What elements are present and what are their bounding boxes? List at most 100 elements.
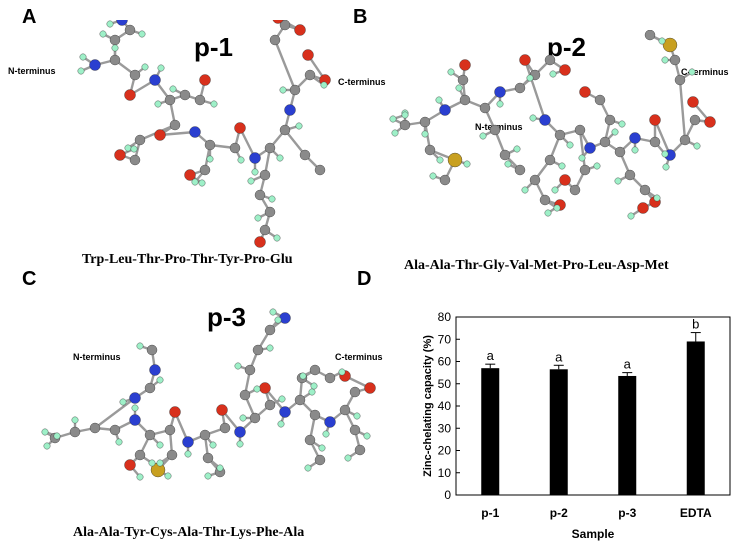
atom-o <box>559 64 571 76</box>
atom-h <box>154 100 162 108</box>
y-tick-label: 70 <box>438 332 452 346</box>
y-tick-label: 0 <box>444 488 451 502</box>
atom-c <box>604 114 616 126</box>
atom-s <box>662 37 678 53</box>
atom-c <box>269 34 281 46</box>
atom-h <box>344 454 352 462</box>
atom-c <box>309 364 321 376</box>
atom-h <box>136 342 144 350</box>
atom-h <box>156 441 164 449</box>
atom-c <box>594 94 606 106</box>
atom-c <box>204 139 216 151</box>
atom-o <box>559 174 571 186</box>
atom-s <box>447 152 463 168</box>
atom-h <box>513 145 521 153</box>
atom-c <box>134 449 146 461</box>
atom-c <box>539 194 551 206</box>
atom-c <box>424 144 436 156</box>
atom-c <box>639 184 651 196</box>
atom-h <box>266 344 274 352</box>
atom-h <box>115 438 123 446</box>
atom-h <box>688 68 696 76</box>
atom-h <box>209 441 217 449</box>
atom-h <box>653 194 661 202</box>
atom-n <box>116 20 128 26</box>
atom-h <box>41 428 49 436</box>
panel-d-letter: D <box>357 268 372 290</box>
atom-c <box>399 119 411 131</box>
panel-b-sequence: Ala-Ala-Thr-Gly-Val-Met-Pro-Leu-Asp-Met <box>404 258 669 273</box>
atom-o <box>637 202 649 214</box>
atom-c <box>457 74 469 86</box>
atom-c <box>459 94 471 106</box>
atom-o <box>259 382 271 394</box>
x-axis-label: Sample <box>572 527 615 541</box>
panel-c-n-terminus: N-terminus <box>73 352 121 362</box>
atom-c <box>259 224 271 236</box>
atom-c <box>166 449 178 461</box>
atom-h <box>210 100 218 108</box>
atom-c <box>529 174 541 186</box>
panel-c-sequence: Ala-Ala-Tyr-Cys-Ala-Thr-Lys-Phe-Ala <box>73 525 305 540</box>
atom-c <box>499 149 511 161</box>
atom-o <box>364 382 376 394</box>
y-tick-label: 10 <box>438 466 452 480</box>
atom-c <box>194 94 206 106</box>
atom-c <box>124 24 136 36</box>
atom-c <box>144 429 156 441</box>
atom-c <box>109 424 121 436</box>
x-tick-label: p-2 <box>550 506 568 520</box>
atom-h <box>206 155 214 163</box>
atom-c <box>264 142 276 154</box>
atom-h <box>551 186 559 194</box>
atom-c <box>289 84 301 96</box>
zinc-chelating-bar-chart: 0 10 20 30 40 50 60 70 80 Zinc-chelating capacity… <box>422 310 731 541</box>
atom-c <box>144 382 156 394</box>
panel-a-letter: A <box>22 6 37 28</box>
atom-h <box>273 234 281 242</box>
atom-h <box>236 440 244 448</box>
atom-c <box>544 154 556 166</box>
atom-h <box>156 376 164 384</box>
atom-h <box>614 177 622 185</box>
atom-h <box>544 209 552 217</box>
atom-h <box>79 53 87 61</box>
y-tick-label: 30 <box>438 421 452 435</box>
atom-h <box>198 179 206 187</box>
atom-h <box>496 100 504 108</box>
atom-h <box>164 472 172 480</box>
y-tick-label: 40 <box>438 399 452 413</box>
panel-a-title: p-1 <box>194 32 233 62</box>
atom-h <box>658 37 666 45</box>
atom-c <box>674 74 686 86</box>
atom-c <box>489 124 501 136</box>
panel-b-letter: B <box>353 6 368 28</box>
atom-h <box>274 316 282 324</box>
atom-c <box>229 142 241 154</box>
atom-h <box>279 86 287 94</box>
atom-h <box>138 30 146 38</box>
atom-o <box>704 116 716 128</box>
atom-n <box>629 132 641 144</box>
significance-letter: a <box>487 348 495 363</box>
atom-h <box>254 214 262 222</box>
atom-h <box>504 160 512 168</box>
atom-n <box>284 104 296 116</box>
atom-h <box>191 178 199 186</box>
atom-h <box>278 395 286 403</box>
atom-h <box>276 154 284 162</box>
atom-n <box>439 104 451 116</box>
atom-h <box>593 162 601 170</box>
atom-c <box>129 69 141 81</box>
peptide-p3-structure <box>41 308 376 481</box>
atom-h <box>136 473 144 481</box>
y-tick-label: 20 <box>438 444 452 458</box>
atom-h <box>268 195 276 203</box>
peptide-p1-structure <box>77 20 331 248</box>
atom-h <box>247 177 255 185</box>
bar-p-2 <box>549 369 568 495</box>
atom-c <box>599 136 611 148</box>
atom-o <box>272 20 284 24</box>
atom-h <box>521 186 529 194</box>
atom-c <box>252 344 264 356</box>
